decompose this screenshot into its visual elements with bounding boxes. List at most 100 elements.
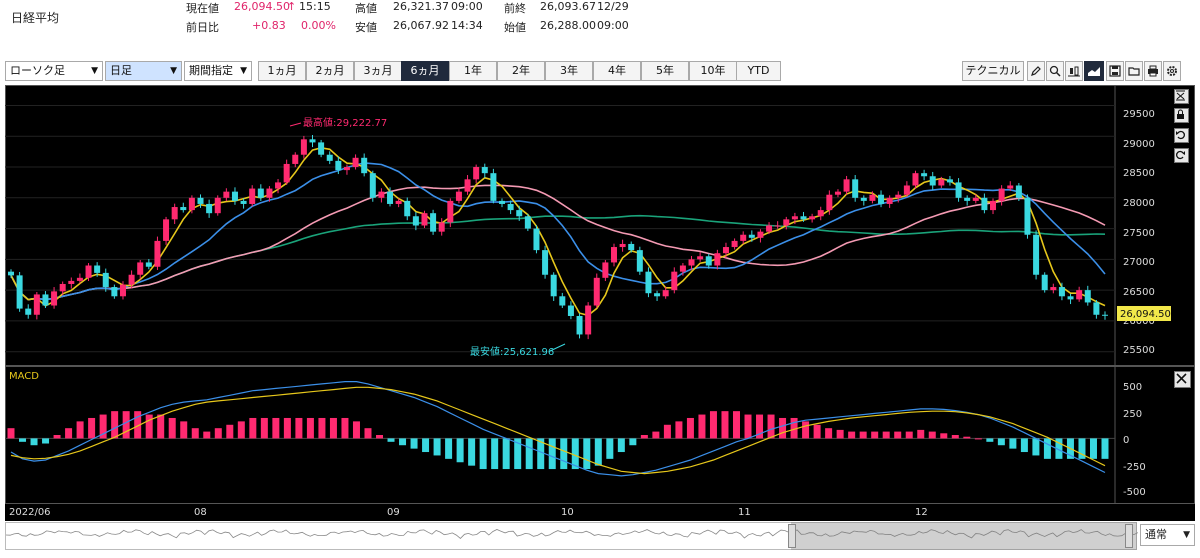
navigator[interactable] — [5, 522, 1139, 550]
low-label: 安値 — [355, 21, 377, 34]
candle-body — [559, 296, 566, 306]
candle-body — [654, 293, 661, 297]
candle-body — [102, 272, 109, 288]
chart-canvas[interactable]: 29500 29000 28500 28000 27500 27000 2650… — [5, 85, 1195, 521]
candle-body — [180, 207, 187, 211]
chevron-down-icon: ▼ — [240, 66, 247, 76]
period-button-1y[interactable]: 1年 — [449, 61, 497, 81]
macd-histogram-bar — [629, 438, 637, 446]
candle-body — [550, 274, 557, 297]
navigator-sparkline — [5, 529, 1139, 539]
candle-body — [679, 265, 686, 272]
macd-histogram-bar — [594, 438, 602, 466]
area-chart-icon[interactable] — [1084, 61, 1104, 81]
candle-body — [946, 179, 953, 183]
macd-histogram-bar — [974, 438, 982, 440]
period-button-4y[interactable]: 4年 — [593, 61, 641, 81]
candle-body — [473, 167, 480, 180]
candle-body — [1102, 314, 1108, 316]
timeframe-select[interactable]: 日足 ▼ — [105, 61, 182, 81]
candle-body — [318, 142, 325, 155]
period-button-6m[interactable]: 6ヵ月 — [401, 61, 449, 81]
macd-line — [10, 381, 1106, 477]
macd-histogram-bar — [894, 431, 902, 439]
low-value: 26,067.92 — [393, 19, 449, 32]
candle-body — [964, 197, 971, 201]
collapse-icon[interactable] — [1174, 89, 1189, 104]
macd-histogram-bar — [341, 417, 349, 439]
timeframe-value: 日足 — [110, 64, 132, 77]
zoom-icon[interactable] — [1046, 61, 1064, 81]
navigator-left-handle[interactable] — [788, 524, 796, 548]
candle-body — [421, 213, 428, 226]
period-button-3m[interactable]: 3ヵ月 — [354, 61, 402, 81]
chart-type-value: ローソク足 — [10, 64, 65, 77]
macd-histogram-bar — [111, 411, 119, 439]
macd-histogram-bar — [237, 421, 245, 439]
candle-body — [645, 271, 652, 294]
macd-histogram-bar — [871, 431, 879, 439]
folder-icon[interactable] — [1125, 61, 1143, 81]
candle-body — [731, 240, 738, 248]
redo-icon[interactable] — [1174, 148, 1189, 163]
y-tick-label: 29500 — [1123, 109, 1155, 120]
candle-body — [972, 197, 979, 201]
macd-histogram-bar — [756, 414, 764, 439]
macd-histogram-bar — [399, 438, 407, 446]
print-icon[interactable] — [1144, 61, 1162, 81]
index-title: 日経平均 — [11, 11, 60, 25]
chart-type-select[interactable]: ローソク足 ▼ — [5, 61, 103, 81]
candle-body — [576, 315, 583, 335]
x-tick-label: 11 — [738, 507, 751, 518]
pencil-icon[interactable] — [1027, 61, 1045, 81]
candle-body — [1050, 287, 1057, 291]
candle-body — [929, 176, 936, 186]
candle-body — [1093, 302, 1100, 315]
scale-select[interactable]: 通常 ▼ — [1140, 524, 1195, 546]
save-icon[interactable] — [1106, 61, 1124, 81]
candle-body — [128, 274, 135, 285]
lock-icon[interactable] — [1174, 108, 1189, 123]
candle-body — [748, 234, 755, 238]
macd-histogram-bar — [1009, 438, 1017, 449]
period-button-1m[interactable]: 1ヵ月 — [258, 61, 306, 81]
candle-body — [619, 243, 626, 248]
navigator-selection[interactable] — [791, 522, 1137, 550]
settings-icon[interactable] — [1163, 61, 1181, 81]
undo-icon[interactable] — [1174, 128, 1189, 143]
chevron-down-icon: ▼ — [91, 66, 98, 76]
candle-body — [51, 291, 58, 306]
y-tick-label: 26500 — [1123, 287, 1155, 298]
candle-body — [25, 308, 32, 315]
ma-13-line — [10, 162, 1106, 301]
candle-body — [671, 271, 678, 291]
period-button-2y[interactable]: 2年 — [497, 61, 545, 81]
period-button-ytd[interactable]: YTD — [736, 61, 781, 81]
macd-histogram-bar — [1043, 438, 1051, 459]
macd-histogram-bar — [272, 417, 280, 439]
period-button-5y[interactable]: 5年 — [641, 61, 689, 81]
macd-histogram-bar — [422, 438, 430, 453]
macd-histogram-bar — [825, 428, 833, 439]
macd-histogram-bar — [157, 414, 165, 439]
period-mode-select[interactable]: 期間指定 ▼ — [184, 61, 252, 81]
period-button-10y[interactable]: 10年 — [689, 61, 737, 81]
navigator-right-handle[interactable] — [1125, 524, 1133, 548]
close-icon[interactable] — [1174, 371, 1191, 388]
candle-body — [404, 200, 411, 217]
candle-body — [662, 290, 669, 297]
macd-histogram-bar — [940, 433, 948, 439]
period-button-2m[interactable]: 2ヵ月 — [306, 61, 354, 81]
candle-body — [387, 191, 394, 204]
moving-average-lines — [10, 146, 1106, 317]
macd-histogram-bar — [410, 438, 418, 449]
candle-body — [16, 275, 23, 309]
macd-histogram-bar — [1020, 438, 1028, 453]
technical-button[interactable]: テクニカル — [962, 61, 1024, 81]
current-price-label: 現在値 — [186, 2, 219, 15]
period-button-3y[interactable]: 3年 — [545, 61, 593, 81]
candlestick-icon[interactable] — [1065, 61, 1083, 81]
candle-body — [266, 188, 273, 198]
candle-body — [76, 277, 83, 281]
macd-histogram-bar — [214, 428, 222, 439]
